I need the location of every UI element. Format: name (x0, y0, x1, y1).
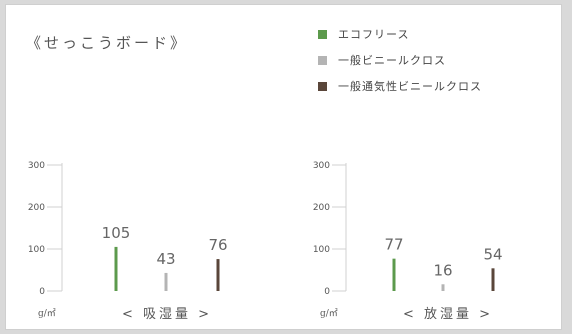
y-tick-label-0-1: 100 (28, 245, 45, 255)
bar-0-0 (114, 246, 118, 291)
legend-item-breathable-vinyl-cloth: 一般通気性ビニールクロス (318, 80, 482, 106)
y-tick-label-1-3: 300 (313, 161, 330, 171)
legend-item-vinyl-cloth: 一般ビニールクロス (318, 54, 482, 80)
bar-0-1 (164, 272, 168, 291)
legend-swatch-breathable-vinyl-cloth (318, 81, 327, 91)
x-axis-label-1: < 放湿量 > (403, 307, 493, 322)
page-title: 《せっこうボード》 (26, 34, 189, 52)
legend-swatch-vinyl-cloth (318, 55, 327, 65)
legend: エコフリース 一般ビニールクロス 一般通気性ビニールクロス (318, 28, 482, 106)
bar-0-2 (216, 259, 220, 291)
legend-item-eco-fleece: エコフリース (318, 28, 482, 54)
x-axis-label-0: < 吸湿量 > (122, 307, 212, 322)
legend-label-vinyl-cloth: 一般ビニールクロス (338, 54, 446, 67)
legend-label-breathable-vinyl-cloth: 一般通気性ビニールクロス (338, 80, 482, 93)
y-tick-label-0-2: 200 (28, 203, 45, 213)
y-tick-label-0-0: 0 (39, 287, 45, 297)
bar-1-2 (491, 268, 495, 291)
bar-1-1 (441, 284, 445, 291)
y-tick-label-0-3: 300 (28, 161, 45, 171)
data-label-1-1: 16 (433, 261, 452, 279)
y-unit-label-1: g/㎡ (320, 308, 338, 319)
legend-swatch-eco-fleece (318, 29, 327, 39)
data-label-0-2: 76 (208, 236, 227, 254)
data-label-1-0: 77 (384, 236, 403, 254)
y-unit-label-0: g/㎡ (38, 308, 56, 319)
bar-1-0 (392, 258, 396, 291)
y-tick-label-1-0: 0 (324, 287, 330, 297)
legend-label-eco-fleece: エコフリース (338, 28, 410, 41)
y-tick-label-1-2: 200 (313, 203, 330, 213)
data-label-1-2: 54 (483, 245, 502, 263)
data-label-0-1: 43 (156, 250, 175, 268)
data-label-0-0: 105 (102, 224, 131, 242)
y-tick-label-1-1: 100 (313, 245, 330, 255)
chart-frame (5, 4, 562, 330)
